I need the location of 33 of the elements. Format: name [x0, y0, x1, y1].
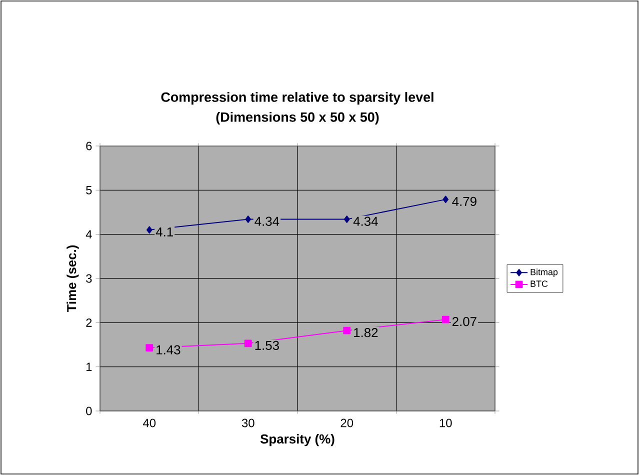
chart-title: Compression time relative to sparsity level	[161, 92, 434, 105]
x-tick-label: 30	[242, 418, 254, 428]
point	[343, 326, 351, 334]
data-label: 1.53	[255, 340, 279, 350]
y-tick-label: 3	[86, 274, 92, 283]
data-label: 1.43	[156, 345, 180, 354]
y-tick-label: 1	[86, 362, 92, 371]
point	[146, 344, 154, 352]
chart-subtitle: (Dimensions 50 x 50 x 50)	[216, 112, 379, 124]
y-tick-label: 2	[86, 318, 92, 327]
y-tick-label: 0	[86, 406, 92, 416]
point	[245, 216, 252, 224]
data-label: 2.07	[452, 316, 476, 326]
x-tick-label: 10	[440, 418, 452, 428]
data-label: 4.34	[254, 216, 280, 226]
x-tick-label: 40	[143, 418, 156, 428]
x-axis-title: Sparsity (%)	[260, 434, 334, 446]
legend-label: Bitmap	[530, 268, 558, 277]
data-label: 4.1	[156, 227, 173, 236]
y-tick-label: 6	[86, 142, 92, 150]
x-tick-label: 20	[340, 418, 354, 428]
point	[244, 340, 252, 348]
data-label: 4.79	[452, 196, 476, 206]
point	[442, 196, 449, 204]
data-label: 4.34	[353, 216, 378, 226]
point	[442, 316, 450, 324]
point	[146, 226, 152, 234]
data-label: 1.82	[354, 328, 378, 338]
point	[344, 216, 350, 224]
y-axis-title: Time (sec.)	[66, 245, 79, 312]
legend-label: BTC	[530, 280, 548, 287]
y-tick-label: 4	[86, 230, 92, 238]
y-tick-label: 5	[86, 186, 92, 194]
